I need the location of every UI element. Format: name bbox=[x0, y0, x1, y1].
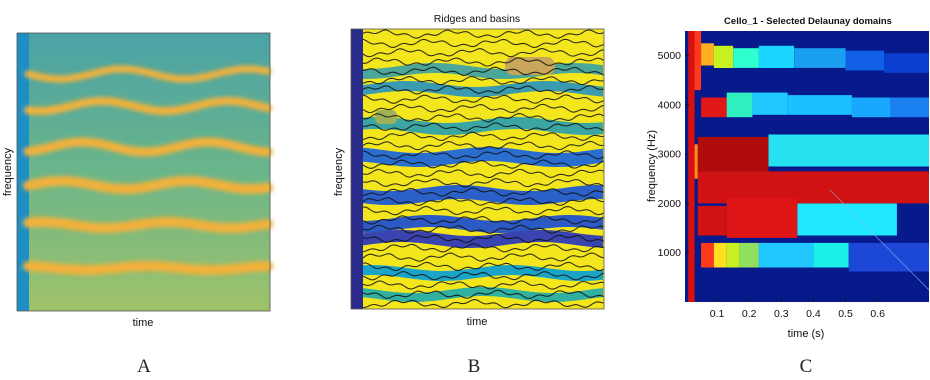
title-b: Ridges and basins bbox=[434, 13, 520, 25]
domain-region bbox=[727, 243, 740, 268]
domain-region bbox=[727, 199, 798, 238]
panel-b: Ridges and basins frequency time bbox=[330, 0, 620, 345]
domain-region bbox=[794, 48, 845, 68]
domain-region bbox=[752, 93, 787, 115]
xlabel-a: time bbox=[133, 317, 154, 329]
caption-b: B bbox=[454, 356, 494, 378]
domain-region bbox=[891, 98, 930, 118]
domain-region bbox=[701, 243, 714, 268]
domain-region bbox=[698, 206, 727, 236]
domain-region bbox=[769, 135, 930, 167]
panel-a: frequency time bbox=[0, 0, 300, 345]
domain-region bbox=[852, 98, 891, 118]
domain-region bbox=[813, 243, 848, 268]
x-tick-label: 0.1 bbox=[710, 308, 725, 320]
ylabel-a: frequency bbox=[2, 147, 14, 196]
domain-region bbox=[797, 204, 897, 236]
x-tick-label: 0.3 bbox=[774, 308, 789, 320]
y-tick-label: 4000 bbox=[658, 99, 682, 111]
domain-region bbox=[759, 46, 794, 68]
x-tick-label: 0.5 bbox=[838, 308, 853, 320]
x-tick-label: 0.4 bbox=[806, 308, 821, 320]
domain-region bbox=[698, 137, 769, 172]
domain-region bbox=[849, 243, 929, 272]
domain-region bbox=[714, 243, 727, 268]
caption-a: A bbox=[124, 356, 164, 378]
y-tick-label: 2000 bbox=[658, 198, 682, 210]
basin-left-strip bbox=[351, 29, 363, 309]
domain-region bbox=[884, 53, 929, 73]
xlabel-c: time (s) bbox=[788, 328, 825, 340]
y-tick-label: 5000 bbox=[658, 50, 682, 62]
domain-region bbox=[701, 43, 714, 65]
y-tick-label: 3000 bbox=[658, 149, 682, 161]
domain-region bbox=[733, 48, 759, 68]
delaunay-domains-c: Cello_1 - Selected Delaunay domains 0.1 0… bbox=[620, 0, 930, 345]
domain-region bbox=[688, 31, 694, 302]
x-tick-label: 0.6 bbox=[870, 308, 885, 320]
ylabel-c: frequency (Hz) bbox=[646, 130, 658, 202]
domain-region bbox=[714, 46, 733, 68]
x-tick-label: 0.2 bbox=[742, 308, 757, 320]
domain-region bbox=[846, 51, 885, 71]
y-tick-label: 1000 bbox=[658, 247, 682, 259]
ylabel-b: frequency bbox=[333, 147, 345, 196]
panel-c: Cello_1 - Selected Delaunay domains 0.1 0… bbox=[620, 0, 930, 345]
title-c: Cello_1 - Selected Delaunay domains bbox=[724, 16, 892, 27]
ridges-basins-b: Ridges and basins frequency time bbox=[330, 0, 620, 345]
domain-region bbox=[701, 98, 727, 118]
domain-region bbox=[759, 243, 814, 268]
harmonic-band bbox=[28, 266, 268, 270]
domain-region bbox=[727, 93, 753, 118]
domain-region bbox=[740, 243, 759, 268]
xlabel-b: time bbox=[467, 316, 488, 328]
spectrogram-a: frequency time bbox=[0, 0, 300, 345]
domain-region bbox=[788, 95, 852, 115]
caption-c: C bbox=[786, 356, 826, 378]
